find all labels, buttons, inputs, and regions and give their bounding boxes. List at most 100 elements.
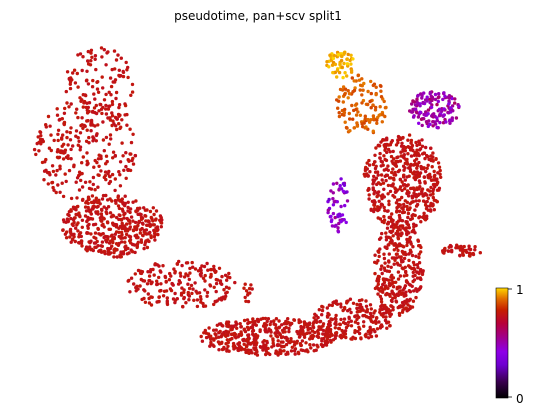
data-point	[363, 333, 368, 337]
data-point	[421, 215, 425, 219]
data-point	[124, 176, 128, 180]
data-point	[144, 228, 149, 232]
data-point	[93, 188, 97, 192]
data-point	[401, 155, 406, 159]
data-point	[331, 70, 335, 75]
data-point	[371, 83, 375, 88]
data-point	[264, 352, 268, 357]
data-point	[320, 337, 324, 341]
data-point	[416, 239, 421, 243]
data-point	[363, 174, 367, 178]
data-point	[384, 178, 388, 183]
data-point	[388, 150, 392, 154]
data-point	[348, 307, 352, 311]
data-point	[331, 203, 336, 207]
data-point	[274, 317, 279, 321]
data-point	[410, 266, 414, 271]
data-point	[393, 242, 397, 246]
data-point	[100, 197, 105, 201]
data-point	[180, 286, 184, 290]
data-point	[334, 313, 338, 318]
data-point	[349, 62, 353, 66]
data-point	[339, 219, 343, 224]
data-point	[247, 286, 252, 291]
data-point	[141, 233, 145, 237]
data-point	[58, 190, 62, 194]
data-point	[349, 319, 353, 323]
data-point	[99, 102, 103, 107]
data-point	[182, 275, 187, 279]
data-point	[262, 339, 266, 343]
data-point	[286, 320, 290, 324]
data-point	[435, 125, 439, 130]
data-point	[186, 290, 190, 295]
data-point	[151, 206, 155, 210]
data-point	[179, 293, 184, 297]
data-point	[217, 266, 222, 270]
data-point	[72, 235, 76, 239]
data-point	[431, 202, 435, 206]
data-point	[419, 250, 423, 254]
data-point	[366, 89, 370, 94]
data-point	[275, 335, 280, 339]
data-point	[397, 202, 401, 207]
data-point	[206, 268, 210, 272]
data-point	[118, 184, 123, 188]
data-point	[431, 120, 436, 124]
data-point	[200, 339, 205, 343]
data-point	[430, 97, 435, 101]
data-point	[381, 278, 386, 282]
data-point	[156, 232, 160, 237]
data-point	[371, 114, 376, 118]
data-point	[136, 268, 141, 273]
data-point	[424, 169, 428, 174]
data-point	[379, 267, 383, 271]
data-point	[225, 290, 229, 294]
data-point	[375, 182, 379, 187]
data-point	[209, 340, 213, 345]
data-point	[172, 267, 176, 271]
data-point	[447, 111, 451, 115]
data-point	[455, 243, 459, 247]
data-point	[400, 180, 404, 184]
data-point	[282, 349, 286, 353]
data-point	[397, 242, 402, 246]
data-point	[245, 318, 250, 322]
data-point	[321, 305, 325, 309]
data-point	[396, 248, 400, 253]
data-point	[385, 226, 390, 230]
data-point	[330, 224, 335, 228]
data-point	[264, 323, 268, 327]
data-point	[363, 114, 367, 118]
data-point	[337, 114, 342, 119]
data-point	[124, 164, 128, 169]
data-point	[99, 169, 103, 173]
data-point	[436, 95, 440, 100]
data-point	[431, 178, 435, 182]
data-point	[379, 202, 384, 206]
data-point	[405, 243, 409, 248]
data-point	[56, 128, 61, 132]
data-point	[381, 181, 386, 185]
data-point	[90, 55, 94, 59]
data-point	[407, 207, 411, 212]
data-point	[116, 53, 120, 57]
data-point	[147, 239, 151, 244]
data-point	[55, 107, 59, 111]
data-point	[308, 337, 312, 341]
data-point	[426, 124, 430, 129]
data-point	[467, 244, 471, 248]
data-point	[355, 306, 359, 311]
data-point	[350, 103, 354, 108]
data-point	[462, 248, 467, 253]
data-point	[56, 138, 60, 143]
data-point	[340, 65, 344, 69]
data-point	[402, 256, 407, 261]
data-point	[439, 175, 443, 179]
data-point	[403, 178, 407, 182]
data-point	[93, 231, 98, 235]
data-point	[421, 100, 425, 105]
data-point	[425, 199, 429, 204]
data-point	[121, 252, 126, 256]
data-point	[311, 324, 315, 328]
